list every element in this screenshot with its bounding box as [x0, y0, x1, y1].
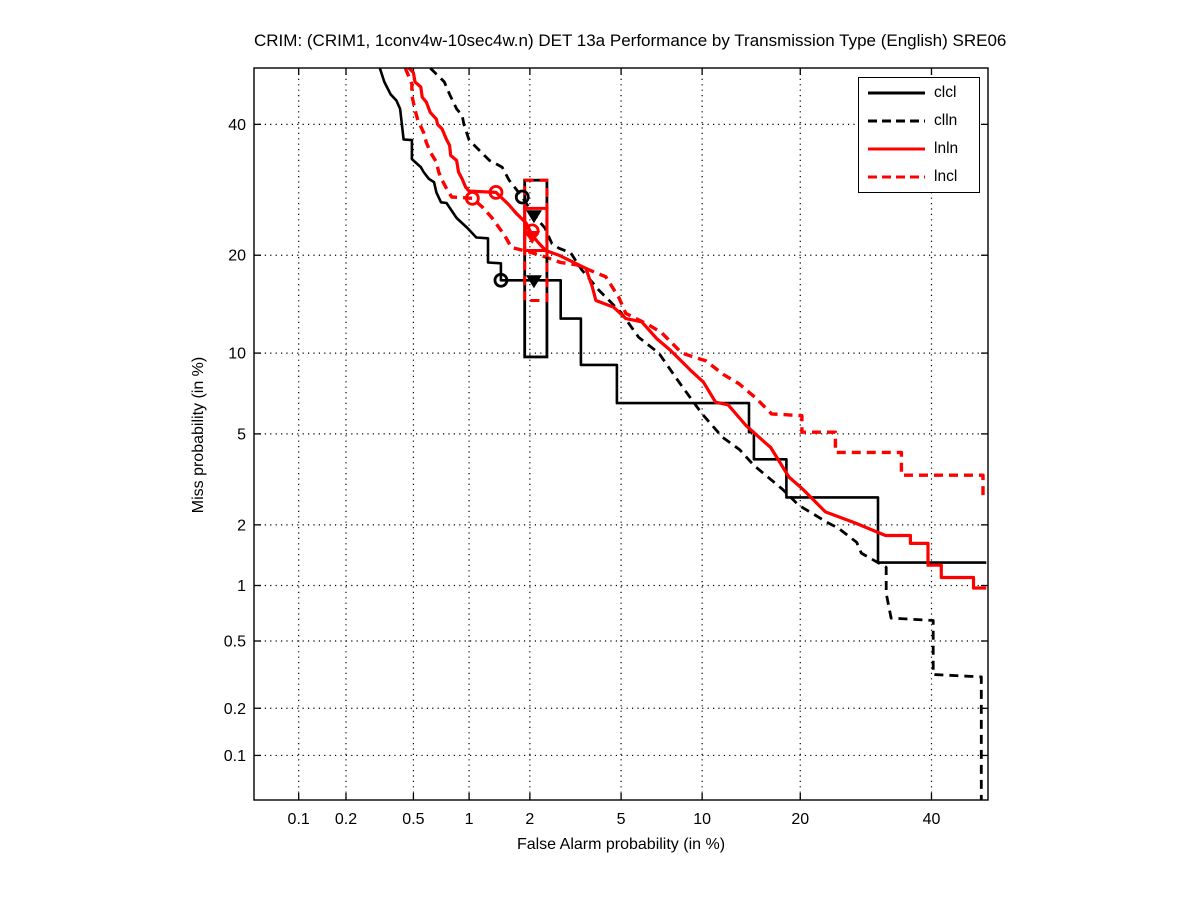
- legend-box: clcl clln lnln lncl: [858, 77, 980, 193]
- det-curve-clln: [429, 67, 983, 800]
- y-tick-label: 2: [237, 517, 246, 534]
- y-tick-label: 10: [228, 346, 246, 363]
- x-tick-label: 2: [525, 811, 534, 828]
- det-curve-lnln: [407, 67, 987, 590]
- legend-line-sample-solid: [868, 147, 925, 151]
- legend-label: clln: [934, 112, 958, 130]
- x-tick-label: 40: [923, 811, 941, 828]
- legend-entry-clln: clln: [859, 108, 979, 134]
- x-axis-label: False Alarm probability (in %): [516, 836, 726, 853]
- y-axis-label: Miss probability (in %): [190, 356, 207, 514]
- x-tick-label: 5: [617, 811, 626, 828]
- marker-triangle-down: [525, 275, 542, 289]
- marker-circle: [493, 272, 509, 288]
- marker-circle: [514, 189, 530, 205]
- marker-circle: [488, 185, 504, 200]
- legend-label: lnln: [934, 140, 959, 158]
- det-curve-lncl: [403, 67, 985, 501]
- legend-entry-clcl: clcl: [859, 80, 979, 106]
- x-tick-label: 0.1: [288, 811, 310, 828]
- chart-title: CRIM: (CRIM1, 1conv4w-10sec4w.n) DET 13a…: [254, 31, 1007, 50]
- legend-label: lncl: [934, 168, 958, 186]
- x-tick-label: 10: [693, 811, 711, 828]
- marker-triangle-down: [525, 210, 542, 224]
- y-tick-label: 40: [228, 117, 246, 134]
- legend-line-sample-dashed: [868, 175, 925, 179]
- annotation-box-2: [523, 206, 549, 252]
- y-tick-label: 20: [228, 248, 246, 265]
- x-tick-label: 0.5: [402, 811, 424, 828]
- legend-entry-lncl: lncl: [859, 164, 979, 190]
- annotation-box-0: [523, 178, 549, 359]
- y-tick-label: 5: [237, 426, 246, 443]
- legend-line-sample-solid: [868, 91, 925, 95]
- y-tick-label: 1: [237, 578, 246, 595]
- marker-triangle-down: [524, 231, 541, 245]
- x-tick-label: 0.2: [335, 811, 357, 828]
- legend-entry-lnln: lnln: [859, 136, 979, 162]
- plot-frame: [253, 67, 989, 801]
- y-tick-label: 0.1: [224, 748, 246, 765]
- y-tick-label: 0.5: [224, 634, 246, 651]
- y-tick-label: 0.2: [224, 701, 246, 718]
- x-tick-label: 1: [465, 811, 474, 828]
- legend-line-sample-dashed: [868, 119, 925, 123]
- legend-label: clcl: [934, 84, 957, 102]
- x-tick-label: 20: [791, 811, 809, 828]
- marker-circle: [464, 190, 480, 206]
